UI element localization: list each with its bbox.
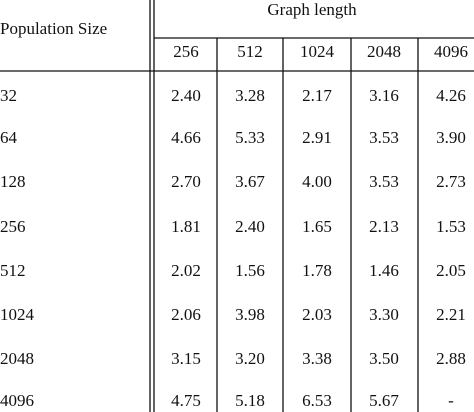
cell: 5.18 — [235, 391, 265, 410]
cell: 1.78 — [302, 261, 332, 280]
row-label: 256 — [0, 217, 26, 236]
cell: 3.98 — [235, 305, 265, 324]
cell: 5.67 — [369, 391, 399, 410]
cell: 2.02 — [171, 261, 201, 280]
column-header: 4096 — [434, 42, 468, 61]
cell: 6.53 — [302, 391, 332, 410]
row-label: 2048 — [0, 349, 34, 368]
cell: 3.50 — [369, 349, 399, 368]
cell: 2.91 — [302, 128, 332, 147]
row-label: 4096 — [0, 391, 34, 410]
cell: 3.67 — [235, 172, 265, 191]
column-header: 512 — [237, 42, 263, 61]
cell: 3.20 — [235, 349, 265, 368]
cell: 3.90 — [436, 128, 466, 147]
cell: 3.53 — [369, 128, 399, 147]
cell: 2.17 — [302, 86, 332, 105]
cell: 2.05 — [436, 261, 466, 280]
cell: 2.70 — [171, 172, 201, 191]
cell: 2.40 — [235, 217, 265, 236]
cell: 3.53 — [369, 172, 399, 191]
cell: 2.21 — [436, 305, 466, 324]
cell: 3.28 — [235, 86, 265, 105]
row-label: 32 — [0, 86, 17, 105]
cell: 3.15 — [171, 349, 201, 368]
cell: 4.66 — [171, 128, 201, 147]
cell: 3.16 — [369, 86, 399, 105]
cell: 2.06 — [171, 305, 201, 324]
cell: 1.65 — [302, 217, 332, 236]
cell: 3.38 — [302, 349, 332, 368]
column-header: 1024 — [300, 42, 335, 61]
row-label: 1024 — [0, 305, 35, 324]
row-label: 64 — [0, 128, 18, 147]
column-group: Graph length — [267, 0, 357, 19]
cell: 4.26 — [436, 86, 466, 105]
cell: 2.03 — [302, 305, 332, 324]
cell: 1.56 — [235, 261, 265, 280]
row-header: Population Size — [0, 19, 107, 38]
cell: 2.88 — [436, 349, 466, 368]
column-header: 256 — [173, 42, 199, 61]
cell: 2.73 — [436, 172, 466, 191]
cell: 1.81 — [171, 217, 201, 236]
cell: 1.53 — [436, 217, 466, 236]
row-label: 512 — [0, 261, 26, 280]
cell: 5.33 — [235, 128, 265, 147]
cell: 4.00 — [302, 172, 332, 191]
row-label: 128 — [0, 172, 26, 191]
cell: 1.46 — [369, 261, 399, 280]
column-header: 2048 — [367, 42, 401, 61]
cell: 2.40 — [171, 86, 201, 105]
cell: 2.13 — [369, 217, 399, 236]
cell: - — [448, 391, 454, 410]
cell: 3.30 — [369, 305, 399, 324]
cell: 4.75 — [171, 391, 201, 410]
